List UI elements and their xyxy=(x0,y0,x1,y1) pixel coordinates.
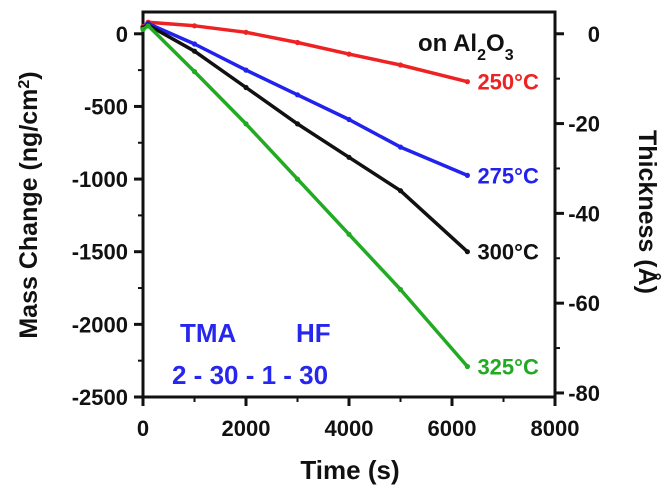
recipe-line1-tma: TMA xyxy=(180,318,237,348)
y-left-tick-label: -2000 xyxy=(72,312,128,337)
series-label: 275°C xyxy=(477,163,539,188)
data-point xyxy=(346,116,352,123)
x-tick-label: 8000 xyxy=(531,416,580,441)
data-point xyxy=(294,176,301,182)
labels-layer: 250°C 275°C 300°C 325°C xyxy=(477,70,539,380)
data-point xyxy=(191,48,198,54)
data-point xyxy=(397,62,404,68)
data-point xyxy=(294,92,301,98)
y-axis-label-right: Thickness (Å) xyxy=(633,130,662,294)
series-label: 325°C xyxy=(477,354,539,379)
data-point xyxy=(243,84,249,91)
data-point xyxy=(243,29,249,35)
series-label: 300°C xyxy=(477,240,539,265)
data-point xyxy=(243,67,249,73)
series-label: 250°C xyxy=(477,70,539,95)
data-point xyxy=(464,249,470,255)
y-axis-label-left: Mass Change (ng/cm2) xyxy=(15,71,43,338)
recipe-line2: 2 - 30 - 1 - 30 xyxy=(172,360,328,390)
data-point xyxy=(145,23,151,29)
data-point xyxy=(243,121,249,127)
x-tick-label: 6000 xyxy=(428,416,477,441)
series-2 xyxy=(140,22,470,255)
series-1 xyxy=(140,21,470,178)
series-3 xyxy=(140,23,470,370)
data-point xyxy=(397,188,404,194)
data-point xyxy=(397,144,404,150)
data-point xyxy=(191,23,198,29)
x-tick-label: 0 xyxy=(137,416,149,441)
data-point xyxy=(294,121,301,127)
data-point xyxy=(346,231,352,237)
series-layer xyxy=(140,19,470,370)
data-point xyxy=(191,69,198,75)
y-left-tick-label: -1500 xyxy=(72,240,128,265)
recipe-line1-hf: HF xyxy=(296,318,331,348)
data-point xyxy=(140,26,146,32)
data-point xyxy=(294,39,301,46)
substrate-annotation: on Al2O3 xyxy=(418,30,514,64)
y-right-tick-label: -80 xyxy=(568,381,600,406)
data-point xyxy=(464,79,470,85)
data-point xyxy=(397,286,404,293)
y-left-tick-label: -2500 xyxy=(72,385,128,410)
y-right-tick-label: -20 xyxy=(568,112,600,137)
y-right-tick-label: 0 xyxy=(588,22,600,47)
data-point xyxy=(346,51,352,57)
y-left-tick-label: -500 xyxy=(84,94,128,119)
y-left-tick-label: 0 xyxy=(116,22,128,47)
series-line xyxy=(141,21,470,178)
data-point xyxy=(464,172,470,178)
series-line xyxy=(141,23,470,254)
data-point xyxy=(346,154,352,160)
data-point xyxy=(191,41,198,47)
series-line xyxy=(141,20,470,84)
x-tick-label: 2000 xyxy=(222,416,271,441)
y-right-tick-label: -60 xyxy=(568,291,600,316)
y-right-tick-label: -40 xyxy=(568,201,600,226)
series-line xyxy=(141,24,470,369)
data-point xyxy=(464,363,470,370)
x-axis-label: Time (s) xyxy=(300,455,399,485)
y-left-tick-label: -1000 xyxy=(72,167,128,192)
x-tick-label: 4000 xyxy=(325,416,374,441)
axes: 0 2000 4000 6000 8000 0 -500 -1000 -1500 -2000 -25… xyxy=(72,10,600,441)
